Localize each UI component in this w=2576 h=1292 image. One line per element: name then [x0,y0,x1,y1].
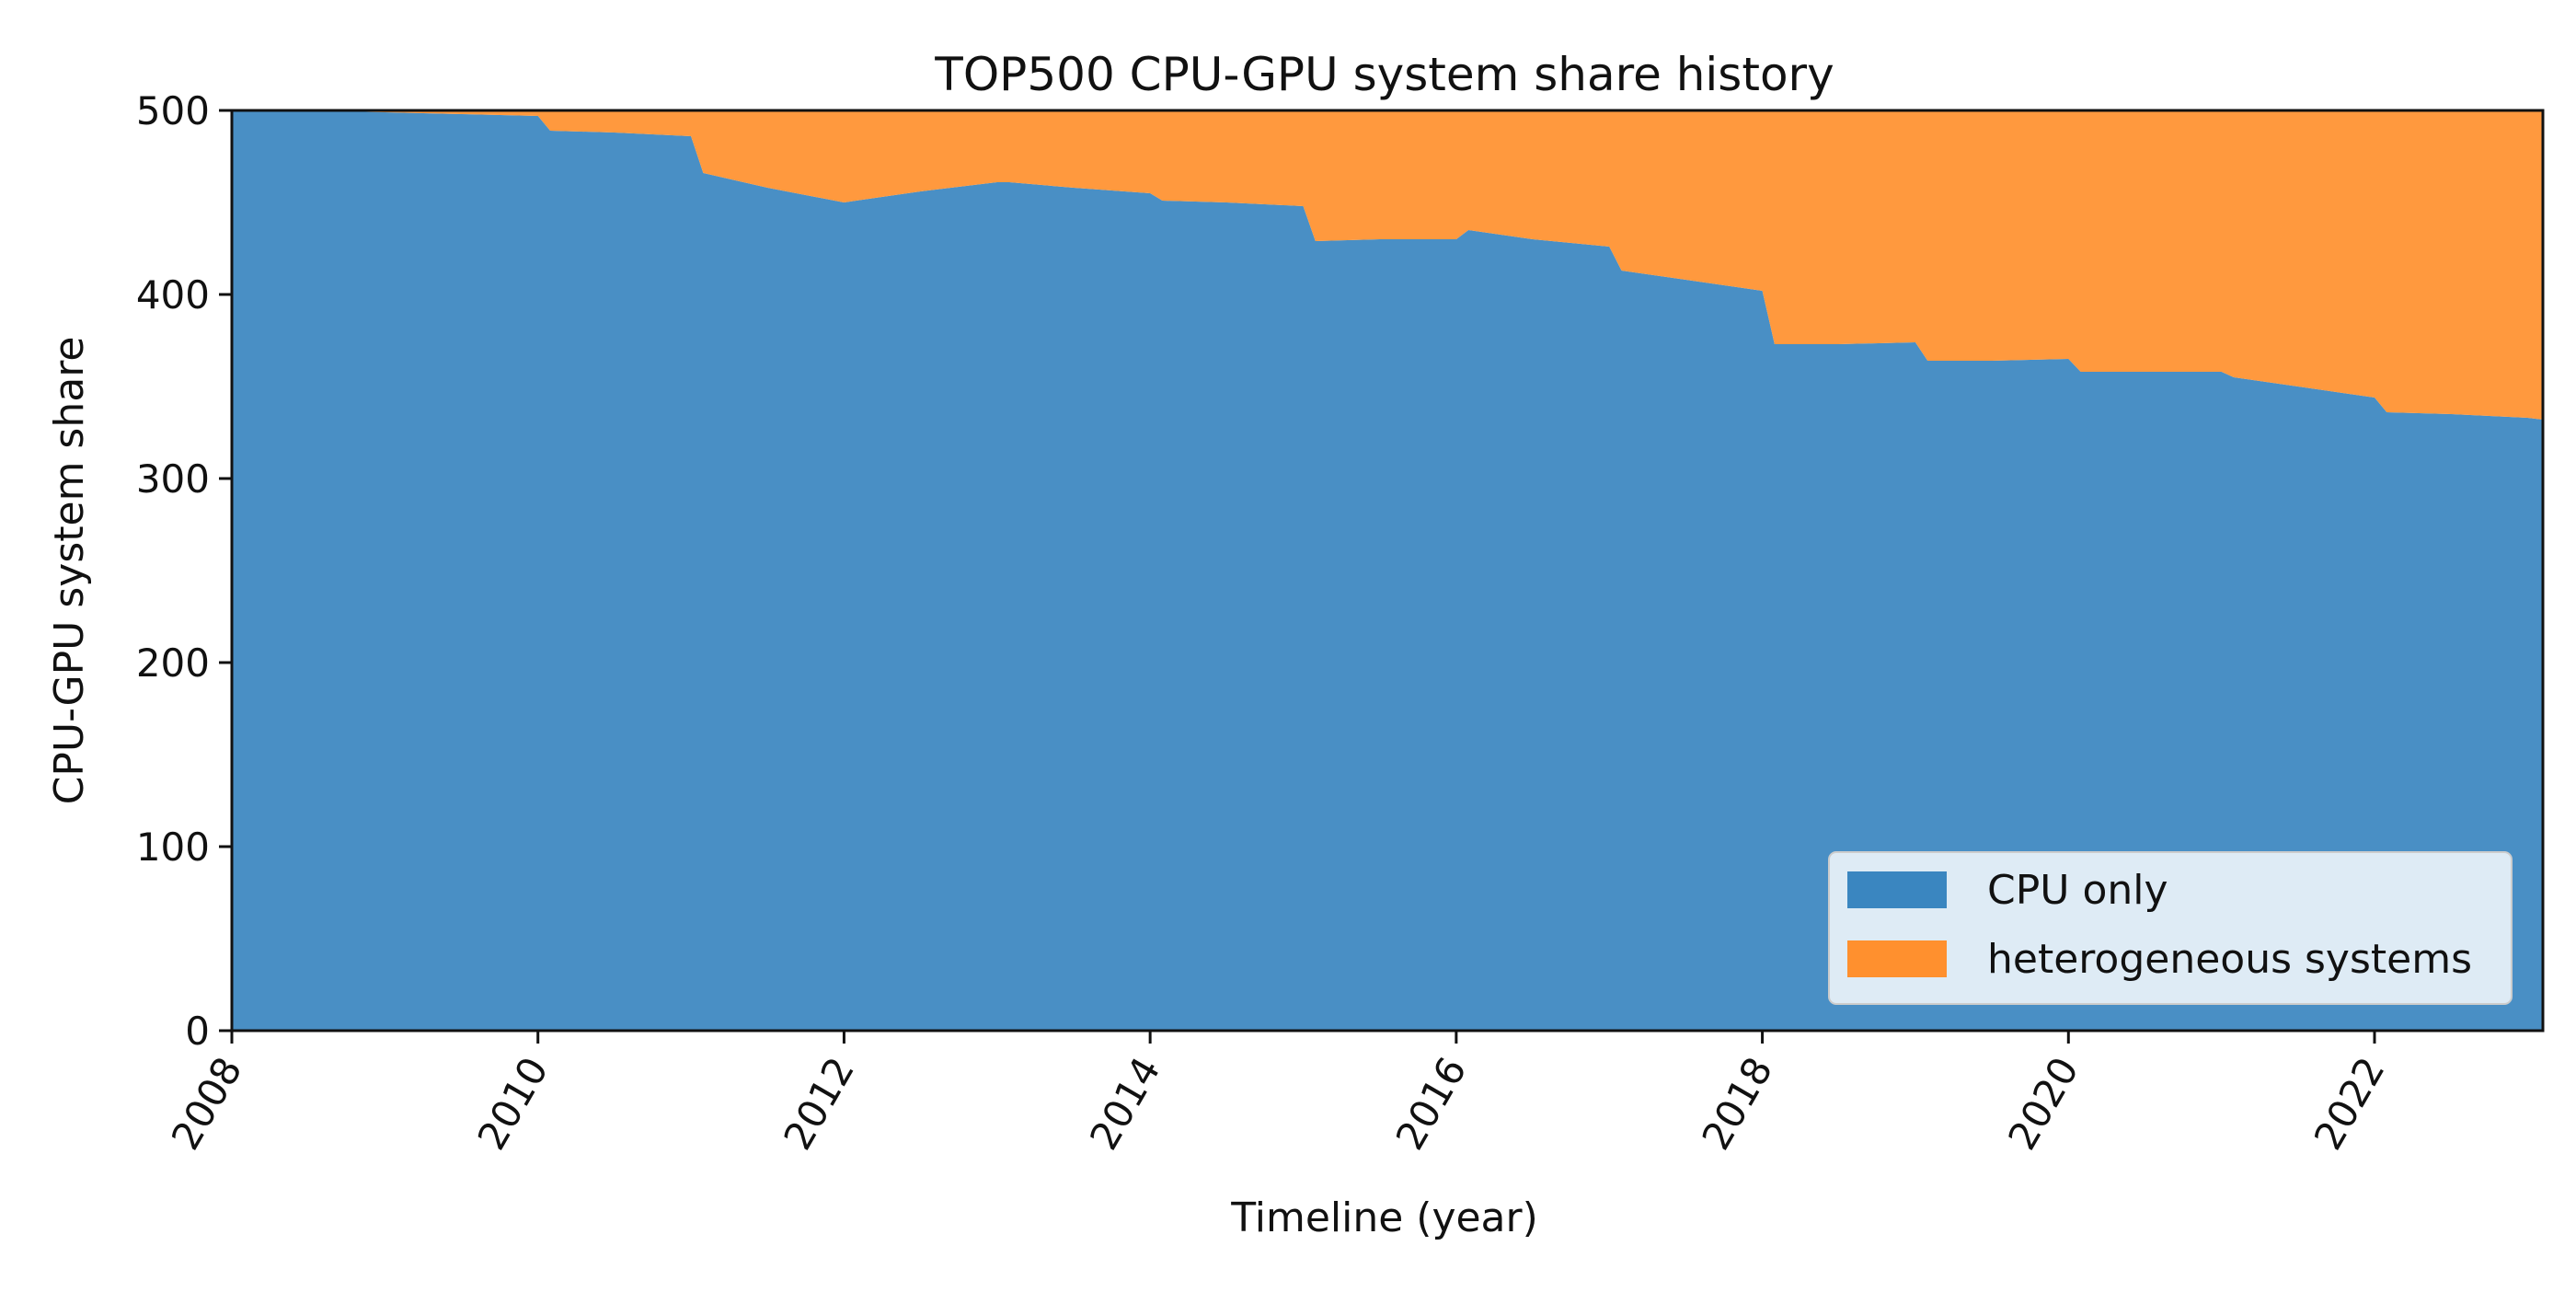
x-tick-label: 2008 [163,1050,251,1158]
y-axis-label: CPU-GPU system share [46,337,93,805]
y-tick-label: 100 [136,825,210,870]
legend: CPU only heterogeneous systems [1828,851,2513,1005]
area-series-heterogeneous-systems [232,110,2543,420]
plot-frame [230,109,2545,1032]
y-tick-label: 0 [185,1009,210,1054]
chart-title: TOP500 CPU-GPU system share history [934,48,1834,101]
x-tick-label: 2010 [468,1050,557,1158]
legend-label-cpu-only: CPU only [1987,867,2168,914]
plot-areas [232,110,2543,1031]
legend-swatch-heterogeneous-systems [1847,940,1947,977]
x-tick-label: 2018 [1693,1050,1781,1158]
x-tick-label: 2014 [1081,1050,1169,1158]
y-tick-label: 400 [136,272,210,317]
legend-box [1828,851,2513,1005]
area-series-cpu-only [232,110,2543,1031]
y-tick-label: 500 [136,88,210,133]
x-tick-label: 2016 [1387,1050,1476,1158]
y-tick-label: 200 [136,640,210,686]
x-tick-label: 2022 [2306,1050,2394,1158]
x-tick-label: 2012 [775,1050,863,1158]
legend-swatch-cpu-only [1847,871,1947,908]
y-tick-label: 300 [136,456,210,502]
x-tick-label: 2020 [1999,1050,2087,1158]
x-axis: 2008 2010 2012 2014 2016 2018 2020 2022 [163,1031,2394,1158]
y-axis: 0 100 200 300 400 500 [136,88,232,1054]
legend-label-heterogeneous-systems: heterogeneous systems [1987,936,2472,983]
x-axis-label: Timeline (year) [1230,1194,1538,1241]
